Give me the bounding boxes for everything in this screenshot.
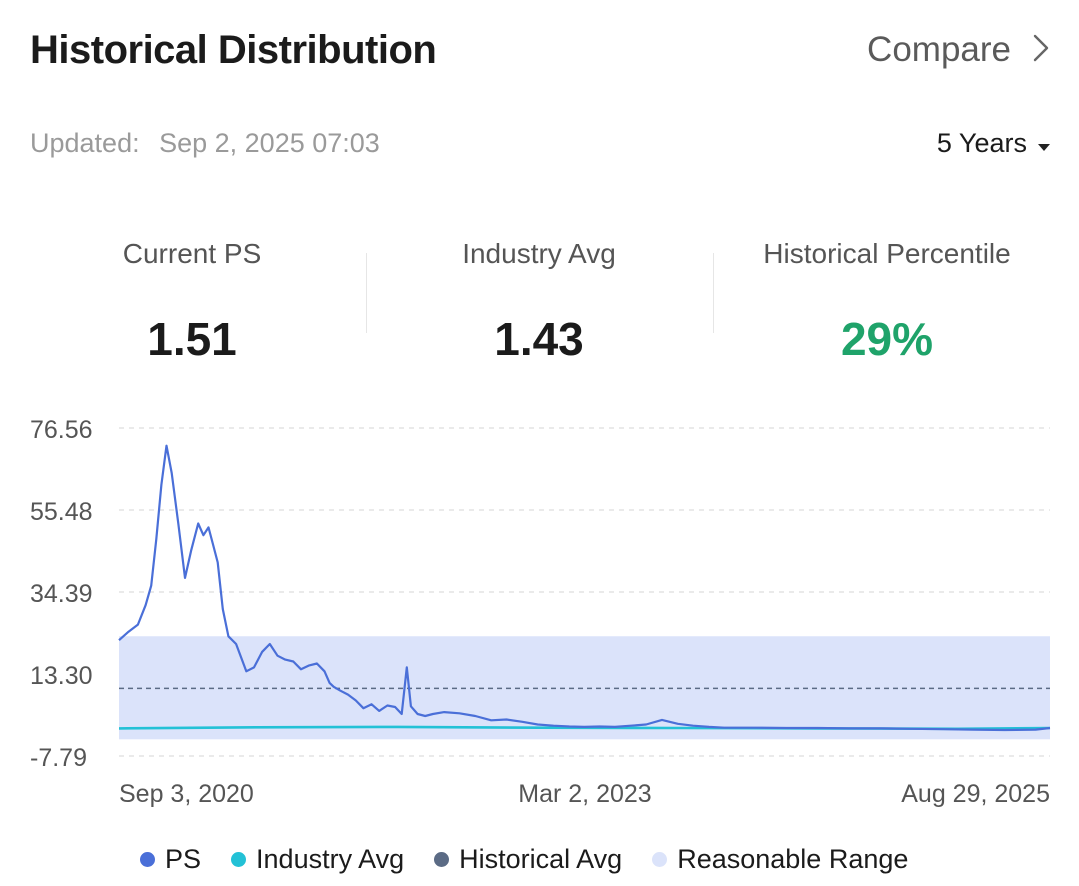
metric-label: Current PS	[122, 238, 262, 269]
chevron-right-icon	[1033, 34, 1049, 67]
legend-label: Historical Avg	[459, 844, 623, 874]
y-tick-label: -7.79	[30, 744, 87, 772]
ps-series-line	[118, 444, 1051, 732]
metric-current-ps: Current PS 1.51	[32, 238, 352, 366]
metric-historical-percentile: Historical Percentile 29%	[727, 238, 1047, 366]
compare-label: Compare	[867, 30, 1011, 69]
chart-legend: PS Industry Avg Historical Avg Reasonabl…	[140, 844, 908, 875]
page-title: Historical Distribution	[30, 28, 437, 72]
metric-label: Historical Percentile	[763, 238, 1011, 269]
metric-value: 29%	[840, 313, 934, 365]
updated-value: Sep 2, 2025 07:03	[159, 128, 380, 158]
y-tick-label: 76.56	[30, 416, 93, 444]
divider	[713, 253, 714, 333]
legend-dot-historical-avg	[434, 852, 450, 867]
ps-history-chart: 76.56 55.48 34.39 13.30 -7.79 Sep 3, 2020 Mar …	[30, 416, 1051, 808]
compare-button[interactable]: Compare	[867, 30, 1049, 70]
metric-industry-avg: Industry Avg 1.43	[379, 238, 699, 366]
x-tick-label: Sep 3, 2020	[119, 780, 254, 808]
metric-label: Industry Avg	[462, 238, 616, 269]
legend-label: PS	[165, 844, 202, 874]
legend-item-industry-avg[interactable]: Industry Avg	[231, 844, 404, 875]
y-tick-label: 55.48	[30, 498, 93, 526]
caret-down-icon	[1037, 128, 1051, 159]
legend-dot-ps	[140, 852, 155, 867]
legend-item-historical-avg[interactable]: Historical Avg	[434, 844, 622, 875]
metric-value: 1.43	[494, 313, 584, 365]
x-tick-label: Mar 2, 2023	[518, 780, 651, 808]
legend-dot-industry-avg	[231, 852, 247, 867]
y-tick-label: 34.39	[30, 580, 93, 608]
series-layer	[118, 444, 1051, 732]
legend-item-reasonable-range[interactable]: Reasonable Range	[652, 844, 908, 875]
x-tick-label: Aug 29, 2025	[901, 780, 1050, 808]
legend-label: Reasonable Range	[677, 844, 909, 874]
legend-item-ps[interactable]: PS	[140, 844, 201, 875]
metric-value: 1.51	[147, 313, 237, 365]
updated-label: Updated:	[30, 128, 140, 158]
legend-dot-reasonable-range	[652, 852, 668, 867]
updated-timestamp: Updated: Sep 2, 2025 07:03	[30, 128, 380, 159]
axis-label-layer: 76.56 55.48 34.39 13.30 -7.79 Sep 3, 2020 Mar …	[30, 416, 1050, 808]
time-range-dropdown[interactable]: 5 Years	[937, 128, 1051, 159]
reasonable-range-layer	[119, 636, 1050, 740]
legend-label: Industry Avg	[256, 844, 405, 874]
y-tick-label: 13.30	[30, 662, 93, 690]
time-range-selected: 5 Years	[936, 128, 1027, 158]
divider	[366, 253, 367, 333]
